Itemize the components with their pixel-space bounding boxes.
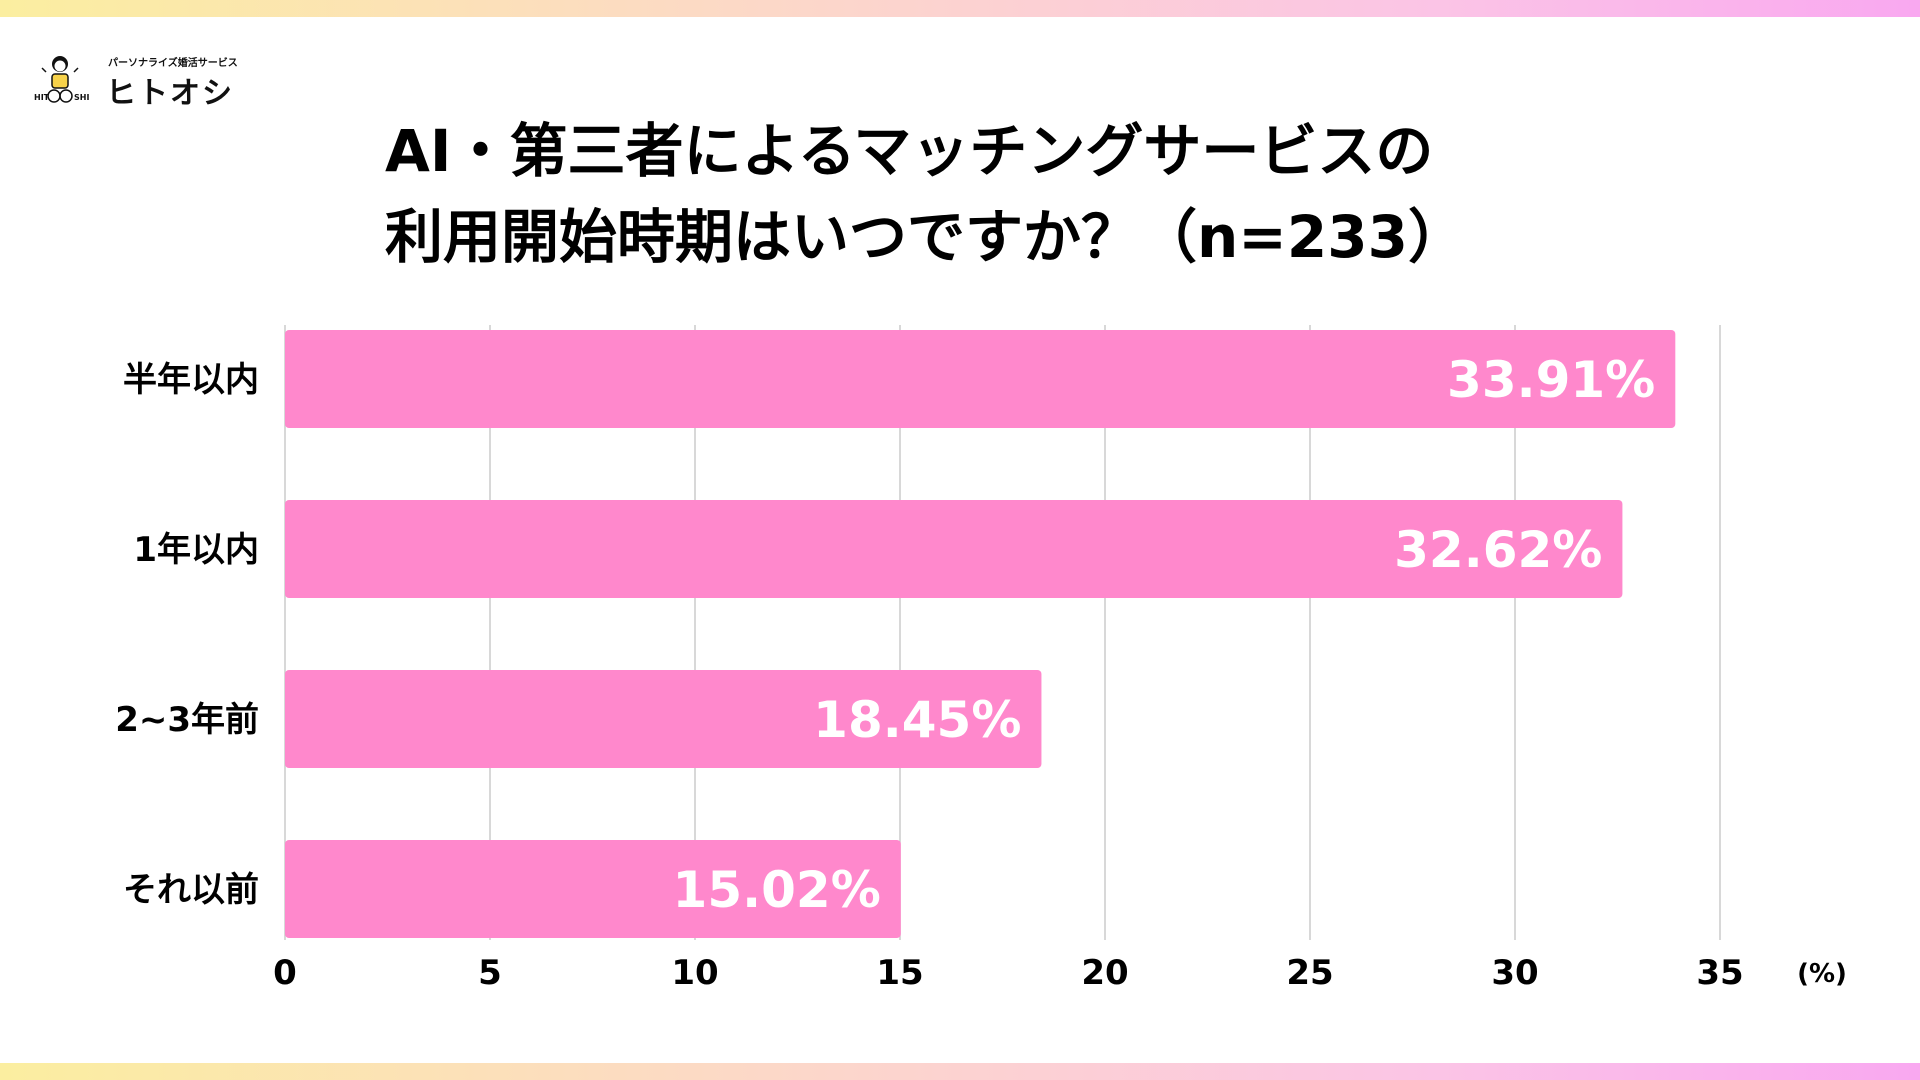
logo-name: ヒトオシ (106, 76, 234, 111)
x-tick-label-4: 20 (1081, 953, 1128, 993)
bar-2 (285, 670, 1042, 768)
x-axis-unit: (%) (1797, 959, 1847, 989)
chart-title-line-2: 利用開始時期はいつですか？（n=233） (385, 203, 1466, 271)
x-tick-label-5: 25 (1286, 953, 1333, 993)
x-tick-label-2: 10 (671, 953, 718, 993)
bar-0 (285, 330, 1676, 428)
x-tick-label-3: 15 (876, 953, 923, 993)
logo-mark-icon: HIT SHI (34, 56, 89, 103)
bar-value-label-2: 18.45% (813, 691, 1021, 749)
svg-text:HIT: HIT (34, 93, 50, 102)
svg-text:SHI: SHI (74, 93, 89, 102)
x-tick-label-1: 5 (478, 953, 502, 993)
x-tick-label-0: 0 (273, 953, 297, 993)
bar-3 (285, 840, 901, 938)
chart-title: AI・第三者によるマッチングサービスの 利用開始時期はいつですか？（n=233） (385, 108, 1785, 280)
category-label-3: それ以前 (123, 870, 259, 910)
bar-value-label-1: 32.62% (1394, 521, 1602, 579)
bar-1 (285, 500, 1623, 598)
brand-logo: HIT SHI パーソナライズ婚活サービス ヒトオシ (30, 50, 250, 111)
bar-value-label-0: 33.91% (1447, 351, 1655, 409)
top-gradient-stripe (0, 0, 1920, 17)
x-tick-label-6: 30 (1491, 953, 1538, 993)
logo-tagline: パーソナライズ婚活サービス (108, 58, 238, 69)
category-label-0: 半年以内 (123, 360, 259, 400)
chart-title-line-1: AI・第三者によるマッチングサービスの (385, 117, 1434, 185)
bottom-gradient-stripe (0, 1063, 1920, 1080)
category-label-1: 1年以内 (133, 530, 259, 570)
category-label-2: 2~3年前 (115, 700, 259, 740)
bar-value-label-3: 15.02% (673, 861, 881, 919)
x-tick-label-7: 35 (1696, 953, 1743, 993)
